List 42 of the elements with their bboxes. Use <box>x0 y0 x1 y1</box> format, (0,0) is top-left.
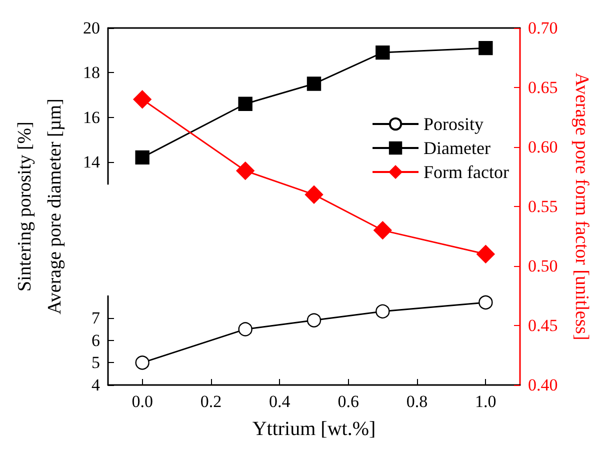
y-axis-title: Sintering porosity [%] Average pore diameter [µm] <box>14 98 66 314</box>
y-tick-label: 5 <box>92 353 100 372</box>
x-tick-label: 0.6 <box>338 392 359 411</box>
x-tick-label: 0.2 <box>200 392 222 411</box>
y2-tick-label: 0.70 <box>528 18 558 38</box>
point <box>238 322 252 336</box>
x-axis-title: Yttrium [wt.%] <box>252 418 376 440</box>
point <box>238 96 252 111</box>
point <box>478 295 493 310</box>
point <box>376 45 390 60</box>
x-tick-label: 0.0 <box>132 392 153 411</box>
y2-tick-label: 0.45 <box>528 316 558 335</box>
legend-label: Porosity <box>424 114 484 134</box>
y2-axis-title: Average pore form factor [unitless] <box>571 72 592 340</box>
point <box>478 40 493 56</box>
y-tick-label: 18 <box>83 63 100 82</box>
point <box>476 245 495 264</box>
y-tick-label: 6 <box>92 330 100 350</box>
x-tick-label: 1.0 <box>475 392 496 411</box>
y2-tick-label: 0.50 <box>528 256 558 276</box>
x-tick-label: 0.4 <box>269 392 291 411</box>
y2-tick-label: 0.55 <box>528 197 558 216</box>
point <box>135 356 150 370</box>
y-tick-label: 14 <box>83 152 100 172</box>
legend-label: Form factor <box>424 162 510 182</box>
point <box>374 221 392 240</box>
y-tick-label: 16 <box>83 108 100 127</box>
point <box>306 313 322 328</box>
y-tick-label: 4 <box>92 376 100 394</box>
y-tick-label: 7 <box>92 308 100 328</box>
x-tick-label: 0.8 <box>406 392 428 411</box>
y2-tick-label: 0.40 <box>528 376 558 394</box>
point <box>135 150 150 165</box>
point <box>304 186 324 204</box>
point <box>306 76 322 91</box>
point <box>236 162 254 180</box>
y2-tick-label: 0.65 <box>528 78 558 97</box>
point <box>133 90 152 108</box>
point <box>376 304 390 318</box>
y2-tick-label: 0.60 <box>528 138 558 156</box>
y-tick-label: 20 <box>83 18 100 38</box>
legend-label: Diameter <box>424 138 490 158</box>
